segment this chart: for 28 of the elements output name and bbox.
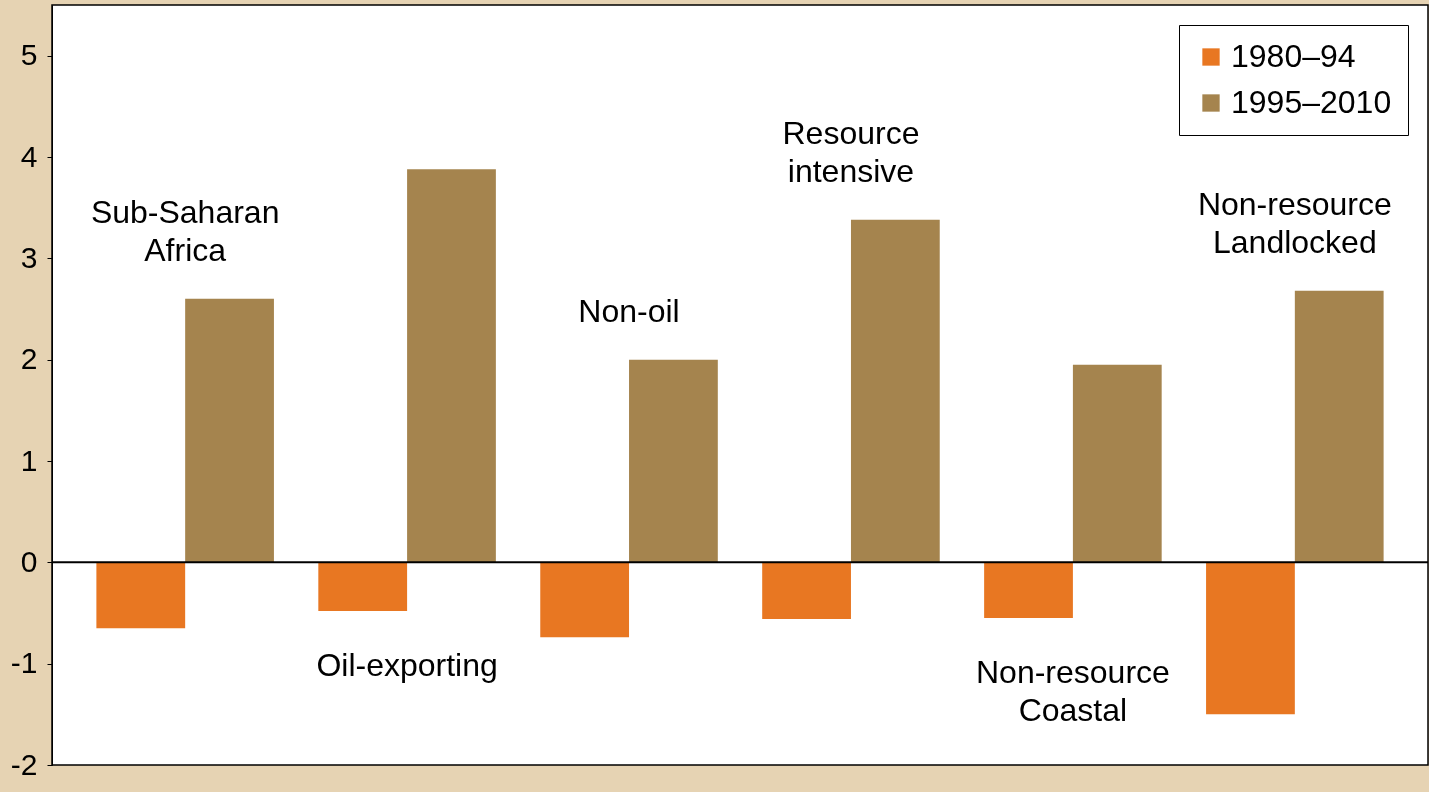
x-tick-label: Sub-Saharan Africa <box>90 193 280 268</box>
y-tick-label: 0 <box>20 544 38 578</box>
bar <box>185 298 274 563</box>
y-tick-label: 2 <box>20 342 38 376</box>
bar <box>1072 364 1162 563</box>
y-tick-label: -2 <box>10 747 38 781</box>
x-tick-label: Resource intensive <box>782 114 920 189</box>
x-tick-label: Non-resource Coastal <box>975 654 1170 729</box>
x-tick-label: Non-oil <box>578 292 680 329</box>
bar <box>407 169 496 563</box>
legend-label: 1980–94 <box>1231 38 1356 74</box>
bar <box>762 562 851 620</box>
bar <box>540 562 630 638</box>
bar <box>318 562 408 611</box>
bar <box>96 562 186 629</box>
bar <box>1206 562 1295 715</box>
y-tick-label: 3 <box>20 240 38 274</box>
legend-label: 1995–2010 <box>1231 84 1392 120</box>
y-tick-label: 5 <box>20 38 38 72</box>
bar <box>1294 290 1384 563</box>
x-tick-label: Non-resource Landlocked <box>1197 185 1392 260</box>
bar <box>850 219 940 563</box>
y-tick-label: 1 <box>20 443 38 477</box>
bar <box>629 359 718 563</box>
y-tick-label: -1 <box>10 646 38 680</box>
y-tick-label: 4 <box>20 139 38 173</box>
x-tick-label: Oil-exporting <box>316 646 498 683</box>
bar <box>984 562 1073 619</box>
